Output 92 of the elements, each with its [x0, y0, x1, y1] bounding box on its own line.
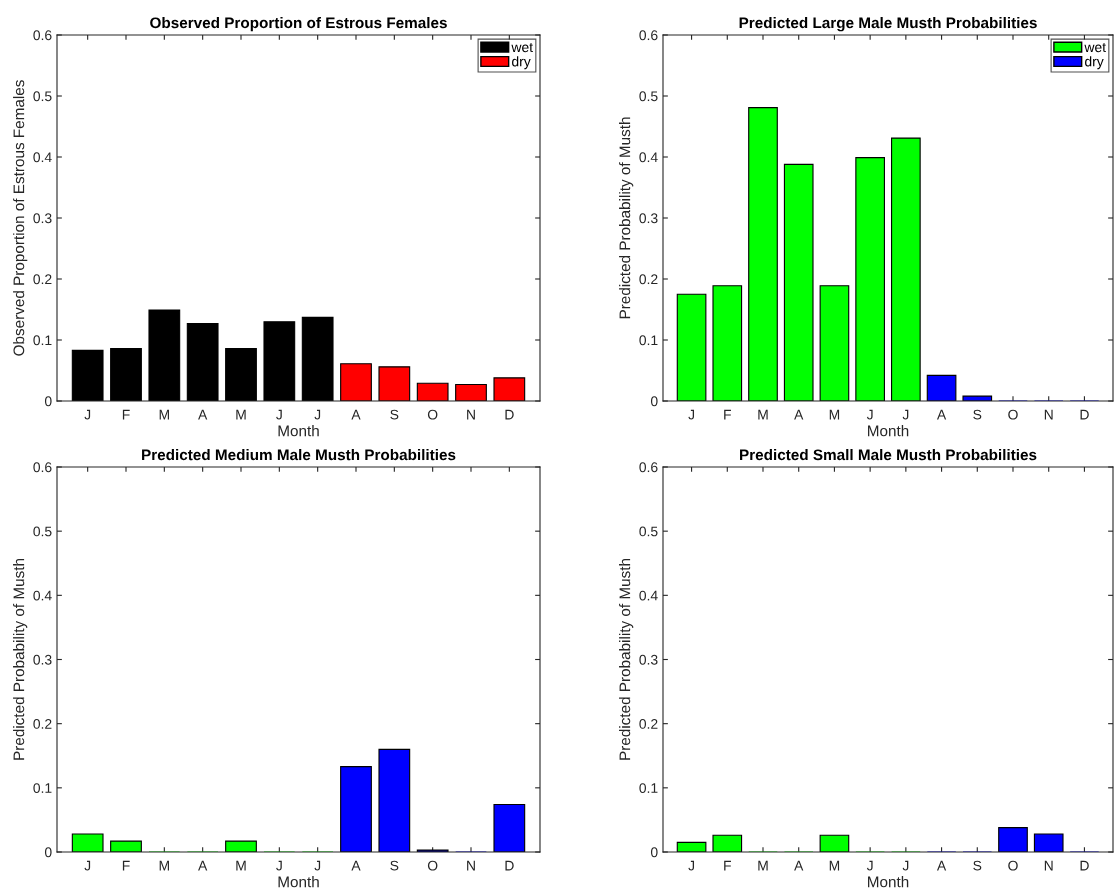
y-tick-label: 0.3 — [33, 213, 52, 224]
y-tick-label: 0.4 — [33, 590, 52, 601]
x-tick-label: J — [902, 409, 909, 420]
x-tick-label: S — [390, 860, 399, 871]
legend-label: wet — [511, 43, 533, 53]
y-tick-label: 0 — [650, 847, 658, 858]
x-tick-label: O — [1008, 409, 1018, 420]
y-tick-label: 0.2 — [639, 719, 658, 729]
y-tick-label: 0.1 — [33, 335, 52, 346]
chart-title: Observed Proportion of Estrous Females — [150, 16, 447, 32]
x-tick-label: M — [236, 409, 246, 420]
x-tick-label: J — [84, 409, 91, 420]
y-tick-label: 0.5 — [33, 526, 52, 537]
x-tick-label: M — [829, 860, 840, 871]
x-tick-label: A — [936, 860, 947, 871]
y-tick-label: 0.2 — [33, 274, 52, 285]
y-tick-label: 0 — [44, 847, 52, 858]
x-tick-label: A — [936, 409, 947, 420]
y-tick-label: 0 — [44, 396, 52, 407]
x-tick-label: F — [724, 409, 731, 420]
x-tick-label: F — [122, 860, 130, 871]
x-tick-label: O — [427, 409, 438, 420]
x-tick-label: A — [794, 409, 804, 420]
x-tick-label: J — [84, 860, 91, 871]
y-tick-label: 0.3 — [639, 654, 658, 665]
y-tick-label: 0.3 — [639, 213, 658, 224]
x-tick-label: O — [1008, 860, 1018, 871]
y-tick-label: 0.5 — [639, 526, 658, 537]
x-tick-label: M — [159, 409, 169, 420]
x-axis-title: Month — [868, 425, 909, 437]
x-tick-label: O — [427, 860, 438, 871]
x-tick-label: A — [198, 409, 208, 420]
x-tick-label: F — [724, 860, 731, 871]
x-tick-label: D — [1080, 409, 1089, 420]
y-tick-label: 0.6 — [639, 30, 658, 41]
x-tick-label: J — [688, 860, 695, 871]
y-tick-label: 0.4 — [639, 152, 658, 163]
chart-title: Predicted Large Male Musth Probabilities — [739, 16, 1037, 32]
y-tick-label: 0.5 — [33, 91, 52, 102]
x-tick-label: D — [505, 860, 514, 871]
x-tick-label: J — [276, 409, 282, 420]
x-tick-label: M — [829, 409, 840, 420]
x-tick-label: D — [505, 409, 514, 420]
y-tick-label: 0 — [650, 396, 658, 407]
x-tick-label: S — [973, 409, 982, 420]
legend-label: wet — [1084, 43, 1106, 53]
y-tick-label: 0.6 — [33, 30, 52, 41]
y-tick-label: 0.2 — [33, 719, 52, 729]
y-tick-label: 0.1 — [33, 783, 52, 793]
x-tick-label: F — [122, 409, 130, 420]
x-tick-label: N — [467, 860, 475, 871]
x-tick-label: A — [351, 860, 361, 871]
x-tick-label: J — [866, 409, 873, 420]
x-tick-label: J — [314, 409, 321, 420]
y-axis-title: Predicted Probability of Musth — [619, 117, 634, 319]
x-tick-label: M — [159, 860, 169, 871]
x-tick-label: A — [794, 860, 804, 871]
chart-title: Predicted Medium Male Musth Probabilities — [142, 448, 456, 461]
y-tick-label: 0.4 — [639, 590, 658, 601]
x-tick-label: M — [236, 860, 246, 871]
x-tick-label: D — [1080, 860, 1089, 871]
x-tick-label: J — [902, 860, 909, 871]
x-tick-label: S — [973, 860, 982, 871]
x-tick-label: J — [276, 860, 282, 871]
x-tick-label: S — [390, 409, 399, 420]
x-tick-label: A — [198, 860, 208, 871]
y-axis-title: Observed Proportion of Estrous Females — [13, 80, 28, 356]
x-axis-title: Month — [278, 876, 319, 888]
y-tick-label: 0.2 — [639, 274, 658, 285]
x-tick-label: J — [314, 860, 321, 871]
chart-title: Predicted Small Male Musth Probabilities — [740, 448, 1037, 461]
x-tick-label: N — [1044, 860, 1053, 871]
x-tick-label: A — [351, 409, 361, 420]
x-axis-title: Month — [278, 425, 319, 437]
x-axis-title: Month — [868, 876, 909, 888]
x-tick-label: M — [758, 409, 768, 420]
x-tick-label: N — [467, 409, 475, 420]
y-axis-title: Predicted Probability of Musth — [619, 559, 634, 760]
x-tick-label: M — [758, 860, 768, 871]
y-tick-label: 0.5 — [639, 91, 658, 102]
y-tick-label: 0.4 — [33, 152, 52, 163]
y-axis-title: Predicted Probability of Musth — [13, 559, 28, 760]
legend-label: dry — [512, 56, 531, 70]
y-tick-label: 0.1 — [639, 335, 658, 346]
x-tick-label: J — [688, 409, 695, 420]
y-tick-label: 0.6 — [33, 462, 52, 473]
y-tick-label: 0.3 — [33, 654, 52, 665]
x-tick-label: J — [866, 860, 873, 871]
x-tick-label: N — [1044, 409, 1053, 420]
y-tick-label: 0.6 — [639, 462, 658, 473]
legend-label: dry — [1085, 56, 1104, 70]
y-tick-label: 0.1 — [639, 783, 658, 793]
